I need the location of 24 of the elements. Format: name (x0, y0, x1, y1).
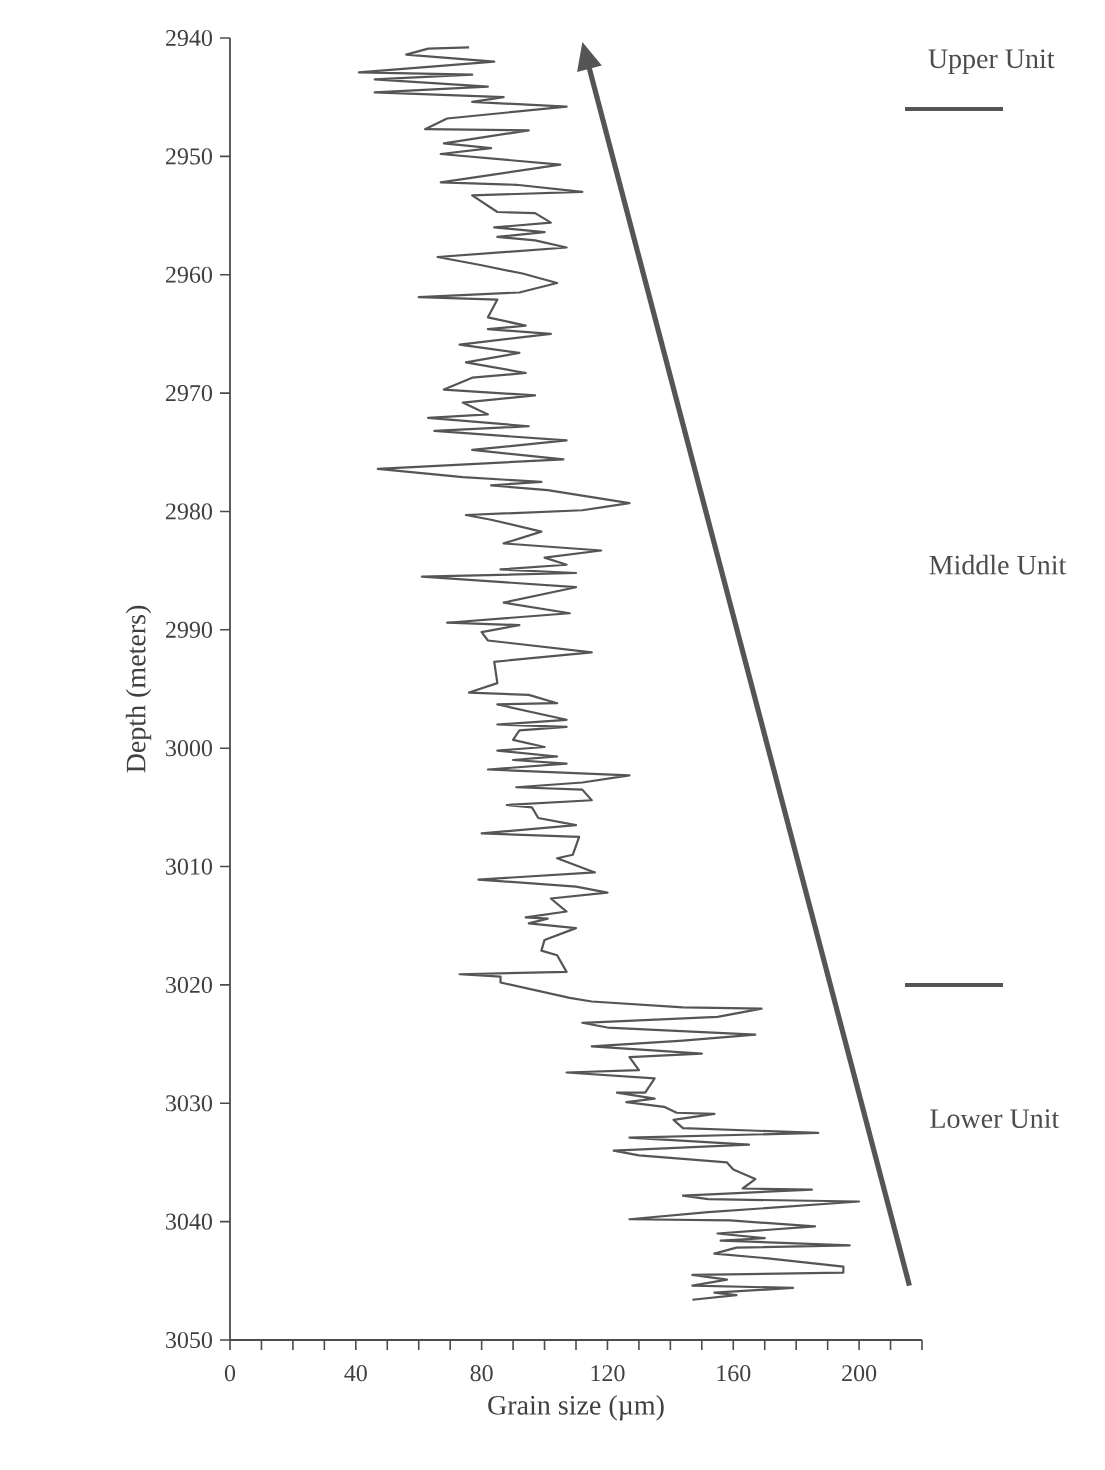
line-series (357, 46, 861, 1301)
x-tick-label: 40 (344, 1365, 367, 1382)
y-tick-label: 2970 (166, 384, 212, 402)
y-axis-title: Depth (meters) (125, 605, 152, 773)
y-tick-label: 3040 (166, 1213, 212, 1230)
y-tick-label: 3020 (166, 976, 212, 993)
y-tick-label: 3000 (166, 740, 212, 757)
y-tick-label: 2950 (166, 148, 212, 165)
y-tick-label: 2960 (166, 266, 212, 283)
x-tick-label: 0 (224, 1365, 236, 1382)
y-tick-label: 2990 (166, 621, 212, 638)
text: Middle Unit (929, 554, 1067, 575)
x-tick-label: 160 (717, 1365, 751, 1382)
x-tick-label: 80 (470, 1365, 493, 1382)
x-tick-label: 200 (842, 1365, 877, 1382)
y-tick-label: 3050 (166, 1331, 212, 1349)
y-tick-label: 3010 (166, 858, 212, 875)
y-tick-label: 2940 (166, 29, 212, 47)
x-tick-label: 120 (591, 1365, 625, 1382)
y-tick-label: 3030 (166, 1095, 212, 1112)
text: Upper Unit (928, 49, 1055, 74)
y-tick-label: 2980 (166, 503, 212, 520)
text: Lower Unit (930, 1109, 1060, 1129)
x-axis-title: Grain size (µm) (488, 1394, 664, 1421)
